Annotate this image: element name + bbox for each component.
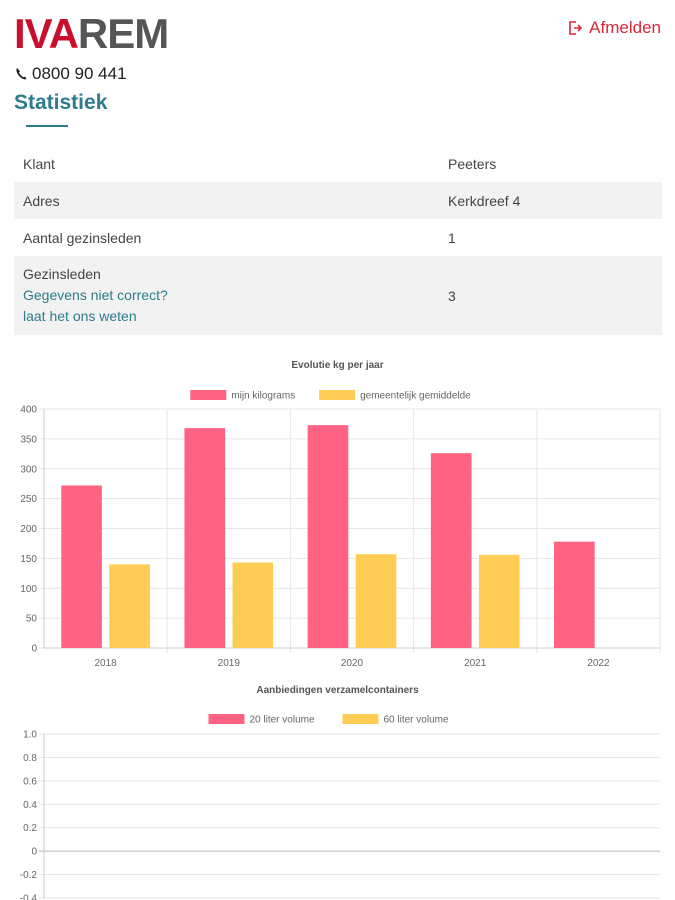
row-label: Klant (23, 155, 55, 172)
y-tick-label: 200 (20, 524, 37, 535)
row-value: 3 (448, 287, 456, 304)
y-tick-label: 0 (31, 847, 37, 858)
row-label: Aantal gezinsleden (23, 229, 142, 246)
chart-title: Evolutie kg per jaar (291, 360, 383, 371)
customer-info-table: Klant Peeters Adres Kerkdreef 4 Aantal g… (14, 145, 662, 335)
legend-label-1: 20 liter volume (250, 715, 315, 726)
y-tick-label: 0 (31, 644, 37, 655)
y-tick-label: 0.6 (23, 776, 37, 787)
legend-label-2: 60 liter volume (384, 715, 449, 726)
bar-2-2021 (478, 554, 520, 648)
y-tick-label: 400 (20, 405, 37, 416)
title-underline (26, 125, 68, 127)
chart-kg-per-year: Evolutie kg per jaar mijn kilograms gemeen… (0, 352, 675, 674)
bar-1-2021 (430, 453, 472, 648)
phone-icon (16, 68, 27, 80)
table-row: Gezinsleden Gegevens niet correct? laat … (14, 256, 662, 335)
y-tick-label: 0.2 (23, 823, 37, 834)
legend-swatch-2 (342, 714, 379, 724)
y-tick-label: 250 (20, 494, 37, 505)
x-tick-label: 2022 (587, 658, 610, 669)
x-tick-label: 2020 (341, 658, 364, 669)
y-tick-label: 100 (20, 584, 37, 595)
y-tick-label: -0.4 (20, 894, 38, 900)
row-value: 1 (448, 229, 456, 246)
bar-1-2018 (61, 485, 102, 648)
table-row: Adres Kerkdreef 4 (14, 182, 662, 219)
kg-per-year-svg: Evolutie kg per jaar mijn kilograms gemeen… (20, 360, 661, 669)
legend-label-1: mijn kilograms (231, 391, 295, 402)
table-row: Aantal gezinsleden 1 (14, 219, 662, 256)
chart-title: Aanbiedingen verzamelcontainers (256, 685, 419, 696)
y-tick-label: -0.2 (20, 870, 38, 881)
phone-number[interactable]: 0800 90 441 (14, 64, 127, 84)
y-tick-label: 1.0 (23, 730, 37, 741)
row-label: Adres (23, 192, 60, 209)
y-tick-label: 300 (20, 464, 37, 475)
y-tick-label: 0.4 (23, 800, 37, 811)
row-value: Kerkdreef 4 (448, 192, 521, 209)
ivarem-logo[interactable]: IVAREM (14, 10, 169, 57)
legend-swatch-1 (208, 714, 245, 724)
logout-icon (569, 21, 583, 35)
y-tick-label: 50 (26, 614, 38, 625)
legend-swatch-1 (190, 390, 227, 400)
bar-2-2018 (109, 564, 150, 648)
table-row: Klant Peeters (14, 145, 662, 182)
page-title: Statistiek (14, 91, 108, 114)
x-tick-label: 2021 (464, 658, 487, 669)
bar-2-2020 (355, 554, 397, 648)
y-tick-label: 0.8 (23, 753, 37, 764)
logout-button[interactable]: Afmelden (567, 18, 661, 38)
bar-1-2022 (554, 541, 595, 648)
legend-label-2: gemeentelijk gemiddelde (360, 391, 471, 402)
y-tick-label: 150 (20, 554, 37, 565)
x-tick-label: 2018 (94, 658, 117, 669)
incorrect-data-link[interactable]: Gegevens niet correct? (23, 287, 168, 303)
row-label-cell: Gezinsleden Gegevens niet correct? laat … (14, 256, 438, 335)
row-label: Gezinsleden (23, 266, 101, 282)
logo-text: IVAREM (14, 10, 169, 57)
logout-label: Afmelden (589, 18, 661, 37)
bar-1-2019 (184, 428, 226, 648)
row-value: Peeters (448, 155, 497, 172)
bar-2-2019 (232, 562, 274, 648)
container-offerings-svg: Aanbiedingen verzamelcontainers 20 liter … (20, 685, 660, 900)
report-link[interactable]: laat het ons weten (23, 308, 137, 324)
chart-container-offerings: Aanbiedingen verzamelcontainers 20 liter … (0, 676, 675, 900)
x-tick-label: 2019 (218, 658, 241, 669)
phone-label: 0800 90 441 (32, 64, 127, 83)
bar-1-2020 (307, 425, 349, 648)
legend-swatch-2 (319, 390, 356, 400)
y-tick-label: 350 (20, 434, 37, 445)
